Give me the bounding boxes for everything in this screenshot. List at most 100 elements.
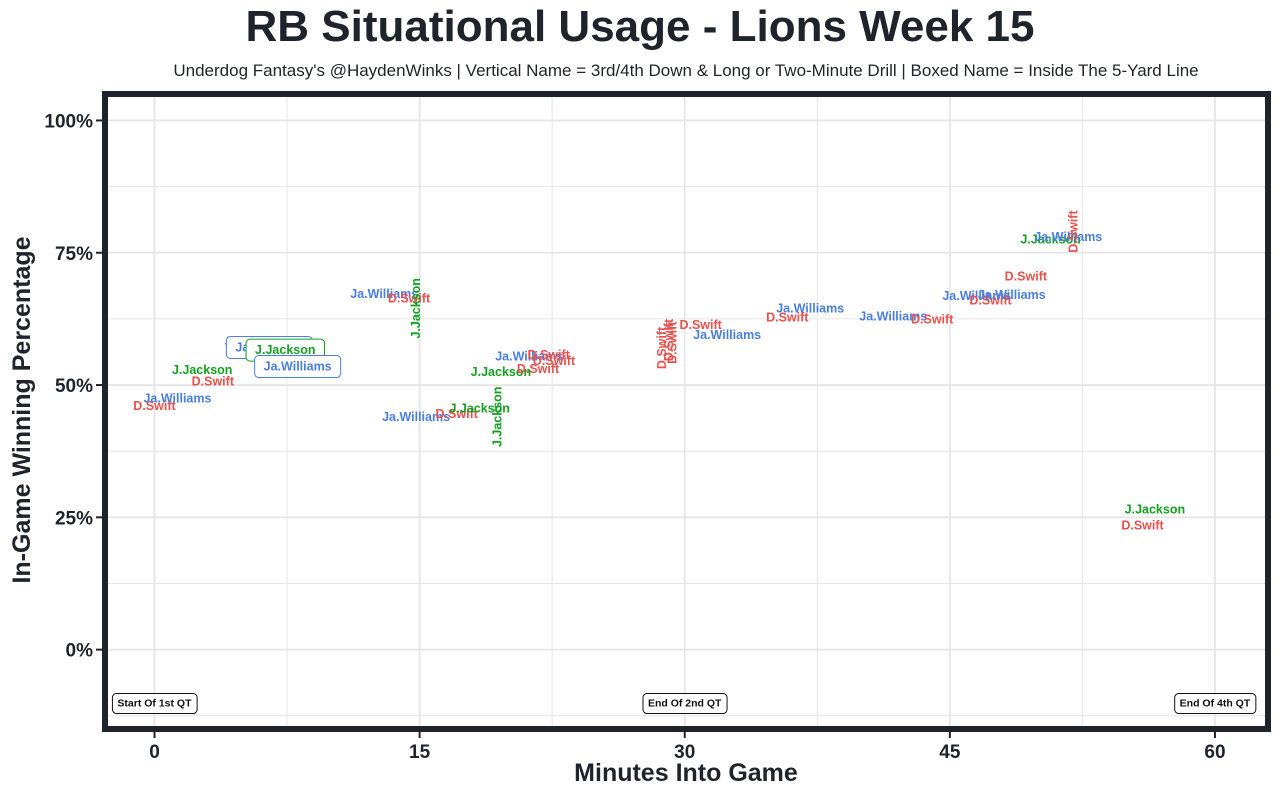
data-point: D.Swift (1005, 270, 1048, 284)
data-point-label: J.Jackson (449, 401, 509, 415)
data-point-label: D.Swift (517, 362, 560, 376)
data-point: Ja.Williams (143, 391, 211, 405)
data-point: D.Swift (436, 407, 479, 421)
chart-subtitle: Underdog Fantasy's @HaydenWinks | Vertic… (173, 61, 1199, 80)
point-layer: D.SwiftJa.WilliamsJ.JacksonD.SwiftJa.Wil… (133, 210, 1185, 533)
data-point-label: D.Swift (969, 293, 1012, 307)
data-point-label: D.Swift (1005, 270, 1048, 284)
data-point: D.Swift (1121, 518, 1164, 532)
quarter-annotation-label: End Of 4th QT (1180, 698, 1251, 710)
data-point-label: D.Swift (133, 399, 176, 413)
data-point-label: D.Swift (436, 407, 479, 421)
data-point-label: Ja.Williams (942, 289, 1010, 303)
plot-frame (102, 91, 1271, 732)
data-point-label: D.Swift (388, 291, 431, 305)
data-point-label: J.Jackson (1020, 233, 1080, 247)
data-point: Ja.Williams (942, 289, 1010, 303)
chart-title: RB Situational Usage - Lions Week 15 (245, 2, 1035, 51)
x-tick-label: 0 (149, 742, 160, 763)
data-point-label: D.Swift (655, 326, 669, 369)
data-point-label: Ja.Williams (859, 309, 927, 323)
data-point: D.Swift (133, 399, 176, 413)
data-point: D.Swift (655, 326, 669, 369)
data-point-label: Ja.Williams (264, 360, 332, 374)
data-point-label: Ja.Williams (382, 410, 450, 424)
data-point-label: D.Swift (192, 374, 235, 388)
y-tick-label: 50% (55, 376, 93, 397)
x-tick-label: 45 (939, 742, 961, 763)
data-point-label: J.Jackson (471, 365, 531, 379)
data-point: D.Swift (527, 348, 570, 362)
x-tick-label: 30 (674, 742, 695, 763)
y-tick-label: 100% (44, 111, 93, 132)
data-point-label: D.Swift (527, 348, 570, 362)
quarter-annotation-label: Start Of 1st QT (117, 698, 192, 710)
data-point: Ja.Williams (978, 288, 1046, 302)
data-point: Ja.Williams (776, 301, 844, 315)
data-point: J.Jackson (449, 401, 509, 415)
data-point: D.Swift (192, 374, 235, 388)
y-axis-title: In-Game Winning Percentage (8, 236, 36, 583)
x-tick-label: 60 (1204, 742, 1225, 763)
x-axis-title: Minutes Into Game (574, 759, 798, 787)
y-tick-label: 25% (55, 508, 93, 529)
data-point: Ja.Williams (859, 309, 927, 323)
data-point: D.Swift (766, 310, 809, 324)
data-point-label: J.Jackson (409, 278, 423, 338)
data-point: D.Swift (517, 362, 560, 376)
data-point: D.Swift (1067, 210, 1081, 253)
data-point-label: D.Swift (533, 354, 576, 368)
data-point: D.Swift (533, 354, 576, 368)
data-point: J.Jackson (471, 365, 531, 379)
data-point-label: J.Jackson (490, 387, 504, 447)
data-point-label: D.Swift (911, 312, 954, 326)
data-point-label: J.Jackson (255, 343, 315, 357)
quarter-annotation: End Of 2nd QT (642, 693, 728, 715)
data-point-label: Ja.Williams (495, 349, 563, 363)
data-point-label: Ja.Williams (693, 328, 761, 342)
data-point-label: J.Jackson (1125, 502, 1185, 516)
data-point-label: D.Swift (679, 318, 722, 332)
y-tick-label: 0% (66, 641, 94, 662)
data-point-label: Ja.Williams (143, 391, 211, 405)
data-point: Ja.Williams (1034, 230, 1102, 244)
data-point: J.Jackson (172, 363, 232, 377)
quarter-annotation-box (642, 693, 728, 715)
grid-layer (105, 94, 1268, 729)
y-tick-label: 75% (55, 244, 93, 265)
annotation-layer: Start Of 1st QT End Of 2nd QT End Of 4th Q… (111, 693, 1257, 715)
data-point-label: Ja.Williams (350, 287, 418, 301)
data-point: J.Jackson (409, 278, 423, 338)
data-point: Ja.Williams (254, 355, 342, 379)
data-point-label: J.Jackson (172, 363, 232, 377)
quarter-annotation: Start Of 1st QT (111, 693, 198, 715)
data-point: D.Swift (388, 291, 431, 305)
data-point: Ja.Williams (693, 328, 761, 342)
goal-line-box (254, 355, 342, 379)
data-point: Ja.Williams (350, 287, 418, 301)
data-point: D.Swift (662, 318, 676, 361)
data-point-label: D.Swift (1067, 210, 1081, 253)
data-point: D.Swift (679, 318, 722, 332)
data-point: D.Swift (969, 293, 1012, 307)
quarter-annotation-box (1174, 693, 1257, 715)
data-point: Ja.Williams (382, 410, 450, 424)
data-point: D.Swift (665, 321, 679, 364)
data-point-label: Ja.Williams (978, 288, 1046, 302)
data-point: J.Jackson (490, 387, 504, 447)
data-point: Ja.Williams (495, 349, 563, 363)
data-point-label: D.Swift (1121, 518, 1164, 532)
data-point-label: D.Swift (662, 318, 676, 361)
quarter-annotation-label: End Of 2nd QT (648, 698, 722, 710)
quarter-annotation: End Of 4th QT (1174, 693, 1257, 715)
data-point: J.Jackson (1020, 233, 1080, 247)
x-tick-label: 15 (409, 742, 431, 763)
data-point: D.Swift (911, 312, 954, 326)
quarter-annotation-box (111, 693, 198, 715)
data-point: J.Jackson (1125, 502, 1185, 516)
data-point-label: D.Swift (766, 310, 809, 324)
data-point-label: D.Swift (665, 321, 679, 364)
data-point-label: Ja.Williams (776, 301, 844, 315)
axis-layer: 0 15 30 45 60 0% 25% 50% 75% 100% (44, 111, 1225, 763)
